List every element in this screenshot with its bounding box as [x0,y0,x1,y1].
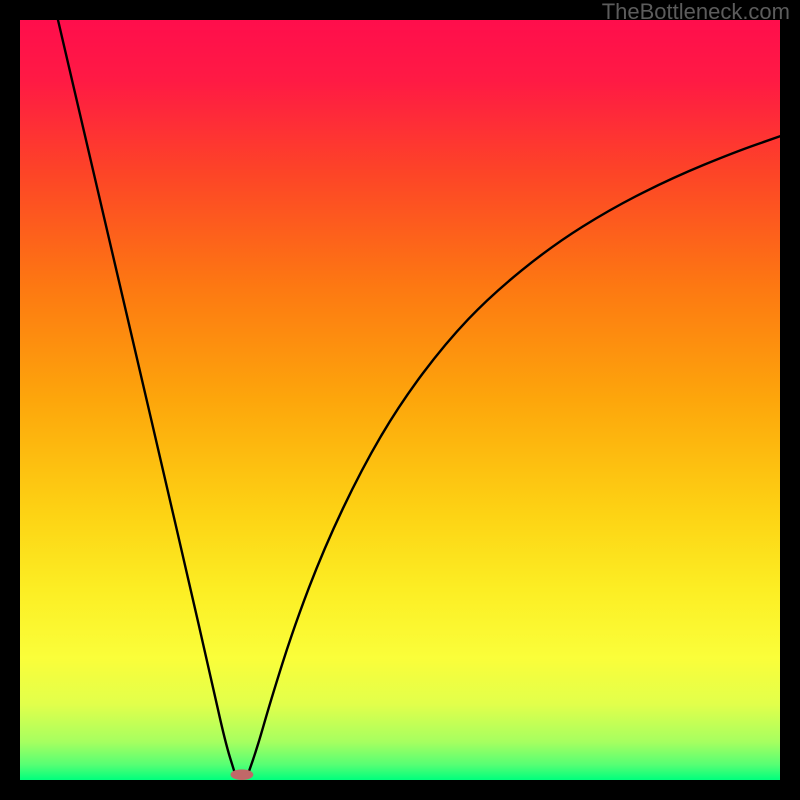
optimal-marker [231,769,254,780]
bottleneck-chart: TheBottleneck.com [0,0,800,800]
gradient-background [20,20,780,780]
attribution-text: TheBottleneck.com [602,0,790,24]
